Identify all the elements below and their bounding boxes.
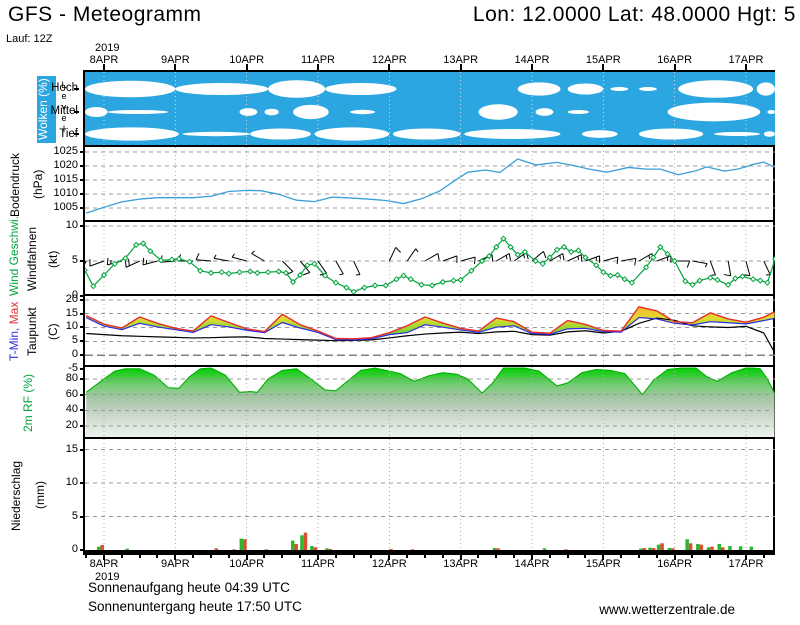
date-label: 14APR xyxy=(514,558,550,570)
location-label: Lon: 12.0000 Lat: 48.0000 Hgt: 5 xyxy=(472,3,796,26)
precipitation-panel xyxy=(85,439,775,552)
clouds-level-word: Level xyxy=(59,80,69,135)
date-label: 10APR xyxy=(229,54,265,66)
year-label-top: 2019 xyxy=(95,42,120,54)
cloud-level-hoch: Hoch xyxy=(51,82,78,94)
pressure-ytick-label: 1015 xyxy=(53,173,78,186)
pressure-axis-title: Bodendruck xyxy=(8,152,22,217)
wind-ytick-label: 5 xyxy=(71,254,78,266)
meteogram-chart xyxy=(83,70,775,555)
precipitation-ytick-label: 10 xyxy=(65,476,78,488)
humidity-panel xyxy=(85,367,775,439)
date-label: 13APR xyxy=(443,54,479,66)
date-label: 10APR xyxy=(229,558,265,570)
date-label: 12APR xyxy=(371,558,407,570)
temperature-ytick-label: 10 xyxy=(65,320,78,333)
year-label-bottom: 2019 xyxy=(95,571,120,583)
precipitation-ytick-label: 0 xyxy=(71,543,78,555)
wind-barbs-axis-title: Windfahnen xyxy=(25,226,39,292)
dewpoint-axis-title: Taupunkt xyxy=(25,307,39,356)
wind-ytick-label: 10 xyxy=(65,219,78,231)
temperature-ytick-label: 15 xyxy=(65,306,78,319)
precip-axis-title: Niederschlag xyxy=(9,460,23,531)
cloud-level-tief: Tief xyxy=(59,128,78,140)
date-label: 15APR xyxy=(585,54,621,66)
humidity-axis-title: 2m RF (%) xyxy=(21,374,35,432)
page-title: GFS - Meteogramm xyxy=(8,3,202,26)
date-label: 8APR xyxy=(89,54,119,66)
date-label: 16APR xyxy=(657,54,693,66)
cloud-level-mittel: Mittel xyxy=(50,105,78,117)
temp-axis-title: T-Min, Max xyxy=(7,296,21,367)
temperature-ytick-label: 20 xyxy=(65,292,78,305)
sunset-label: Sonnenuntergang heute 17:50 UTC xyxy=(88,599,302,614)
precipitation-ytick-label: 15 xyxy=(65,442,78,455)
date-label: 9APR xyxy=(160,558,190,570)
humidity-ytick-label: 80 xyxy=(65,372,78,384)
date-label: 17APR xyxy=(728,558,764,570)
humidity-ytick-label: 40 xyxy=(65,403,78,416)
temp-min-word: T-Min, xyxy=(7,327,21,362)
wind-panel xyxy=(85,222,775,296)
temperature-panel xyxy=(85,296,775,367)
date-label: 16APR xyxy=(657,558,693,570)
date-label: 15APR xyxy=(585,558,621,570)
pressure-ytick-label: 1020 xyxy=(53,159,78,172)
sunrise-label: Sonnenaufgang heute 04:39 UTC xyxy=(88,580,290,595)
date-label: 13APR xyxy=(443,558,479,570)
pressure-ytick-label: 1025 xyxy=(53,145,78,158)
temp-max-word: Max xyxy=(7,301,21,325)
temperature-ytick-label: 0 xyxy=(71,348,78,361)
humidity-ytick-label: 20 xyxy=(65,419,78,432)
wind-ytick-label: 0 xyxy=(71,289,78,301)
date-label: 12APR xyxy=(371,54,407,66)
wind-speed-axis-title: Wind Geschwi. xyxy=(7,215,21,296)
humidity-ytick-label: 60 xyxy=(65,387,78,400)
website-label: www.wetterzentrale.de xyxy=(599,602,735,617)
date-label: 17APR xyxy=(728,54,764,66)
precipitation-ytick-label: 5 xyxy=(71,509,78,522)
pressure-ytick-label: 1005 xyxy=(53,201,78,214)
pressure-ytick-label: 1010 xyxy=(53,187,78,200)
pressure-panel xyxy=(85,147,775,222)
date-label: 8APR xyxy=(89,558,119,570)
date-label: 14APR xyxy=(514,54,550,66)
date-label: 9APR xyxy=(160,54,190,66)
temperature-ytick-label: 5 xyxy=(71,334,78,347)
precip-axis-unit: (mm) xyxy=(33,481,47,510)
model-run-label: Lauf: 12Z xyxy=(6,33,53,45)
clouds-panel xyxy=(85,72,775,147)
date-label: 11APR xyxy=(300,54,335,66)
temperature-ytick-label: -5 xyxy=(68,361,78,374)
date-label: 11APR xyxy=(300,558,335,570)
